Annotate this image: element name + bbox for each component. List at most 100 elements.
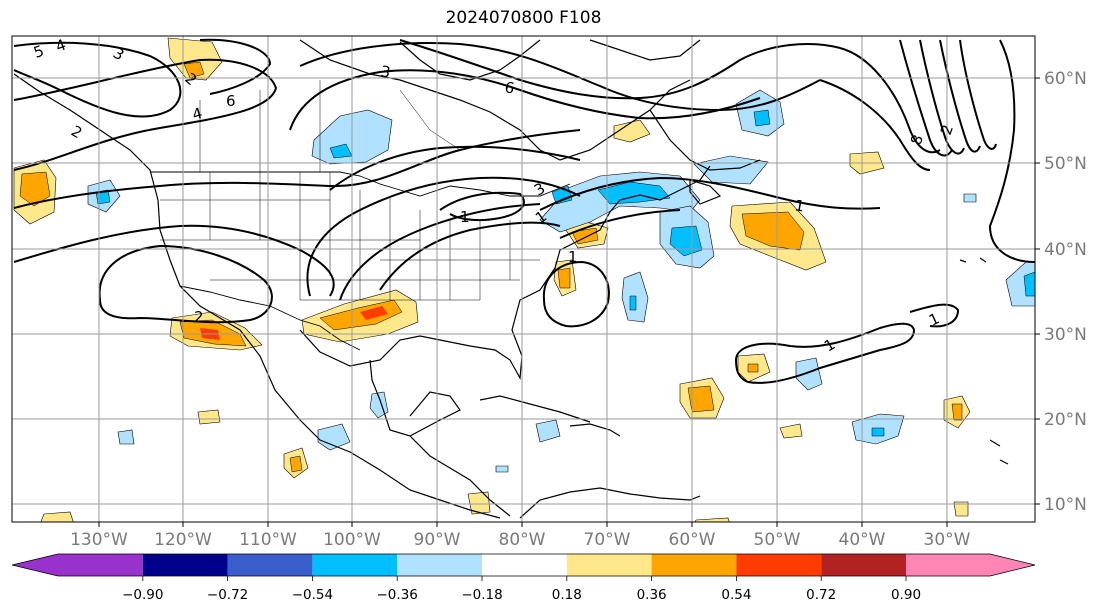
contour-line — [539, 176, 881, 211]
cool-core — [871, 427, 885, 437]
map-area — [12, 36, 1035, 522]
coastline-hispaniola — [569, 423, 621, 437]
contour-label: 1 — [568, 248, 578, 266]
colorbar-extend-high — [990, 554, 1035, 576]
lat-label: 40°N — [1044, 240, 1087, 260]
contour-line — [299, 41, 821, 112]
warm-peak — [360, 306, 388, 320]
warm-patch — [694, 517, 730, 522]
contour-label: 6 — [503, 78, 516, 97]
colorbar-segment — [566, 554, 652, 576]
coastline-newfoundland — [689, 179, 722, 205]
contour-lines — [13, 38, 1035, 384]
warm-patch — [953, 501, 969, 517]
coastline-islands — [959, 257, 1009, 465]
cool-patch — [117, 429, 135, 445]
cool-core — [753, 109, 771, 127]
lat-label: 30°N — [1044, 325, 1087, 345]
contour-line — [329, 145, 581, 191]
colorbar-segment — [397, 554, 482, 576]
colorbar-tick-label: 0.72 — [806, 587, 836, 603]
colorbar-segment — [736, 554, 822, 576]
contour-line — [98, 244, 273, 324]
map-border — [11, 35, 1036, 523]
lat-label: 10°N — [1044, 495, 1087, 515]
state-borders — [160, 80, 540, 301]
lon-label: 70°W — [584, 530, 631, 550]
lon-label: 80°W — [499, 530, 546, 550]
warm-patch — [467, 491, 491, 515]
warm-core — [687, 385, 715, 413]
coastline-greenland — [589, 39, 701, 61]
axis-ticks — [98, 77, 1040, 527]
cool-patch — [495, 465, 509, 473]
contour-line — [734, 322, 916, 384]
contour-line — [559, 209, 681, 239]
lon-label: 40°W — [839, 530, 886, 550]
warm-core — [571, 227, 599, 245]
contour-label: 4 — [190, 104, 204, 124]
colorbar-tick-label: 0.90 — [891, 587, 921, 603]
lon-label: 90°W — [414, 530, 461, 550]
coastline-labrador — [649, 109, 761, 171]
contour-line — [439, 191, 525, 222]
contour-label: 3 — [379, 62, 392, 81]
coastline-cuba — [479, 395, 591, 423]
colorbar-extend-low — [12, 554, 58, 576]
colorbar-segment — [906, 554, 990, 576]
colorbar-tick-label: −0.90 — [122, 587, 163, 603]
warm-core — [951, 403, 963, 421]
cool-core — [1023, 271, 1035, 297]
contour-line — [959, 39, 997, 150]
coastline-yucatan — [369, 359, 461, 437]
colorbar-outline — [11, 553, 1036, 577]
colorbar-segment — [651, 554, 737, 576]
colorbar-segment — [312, 554, 398, 576]
contour-line — [306, 176, 581, 297]
contour-label: 2 — [194, 308, 204, 326]
coastline-south-america — [519, 487, 701, 519]
warm-core — [741, 211, 805, 251]
colorbar-tick-label: 0.36 — [637, 587, 667, 603]
warm-core — [747, 363, 759, 373]
lon-label: 60°W — [669, 530, 716, 550]
lon-label: 50°W — [754, 530, 801, 550]
contour-label: 1 — [460, 208, 470, 226]
lon-label: 30°W — [924, 530, 971, 550]
contour-line — [988, 39, 1035, 263]
contour-label: 1 — [793, 196, 806, 215]
colorbar-segment — [58, 554, 143, 576]
contour-line — [919, 39, 965, 155]
contour-line — [199, 38, 272, 95]
contour-line — [13, 129, 581, 209]
province-lines — [199, 80, 461, 172]
colorbar-segment — [821, 554, 906, 576]
colorbar-segment — [482, 554, 567, 576]
warm-patch — [197, 409, 221, 425]
warm-patch — [613, 119, 651, 143]
country-borders — [150, 171, 571, 351]
coastline-gulf — [299, 165, 711, 380]
cool-core — [629, 295, 637, 311]
contour-line — [339, 203, 541, 301]
colorbar-tick-label: −0.72 — [207, 587, 248, 603]
colorbar-segment — [227, 554, 313, 576]
border-us-mexico — [179, 285, 361, 351]
warm-core — [289, 455, 303, 473]
contour-line — [899, 39, 953, 157]
lon-label: 110°W — [239, 530, 297, 550]
colorbar-tick-label: −0.18 — [461, 587, 502, 603]
contour-line — [13, 224, 335, 297]
colorbar-tick-label: −0.54 — [292, 587, 333, 603]
gridlines — [12, 36, 1035, 522]
lon-label: 120°W — [154, 530, 212, 550]
lon-label: 130°W — [70, 530, 128, 550]
contour-label: 6 — [226, 92, 236, 110]
contour-line — [289, 69, 761, 131]
lat-label: 20°N — [1044, 410, 1087, 430]
contour-line — [399, 39, 841, 100]
warm-patch — [40, 511, 74, 522]
latitude-labels: 60°N 50°N 40°N 30°N 20°N 10°N — [1044, 69, 1087, 515]
contour-line — [13, 58, 278, 171]
